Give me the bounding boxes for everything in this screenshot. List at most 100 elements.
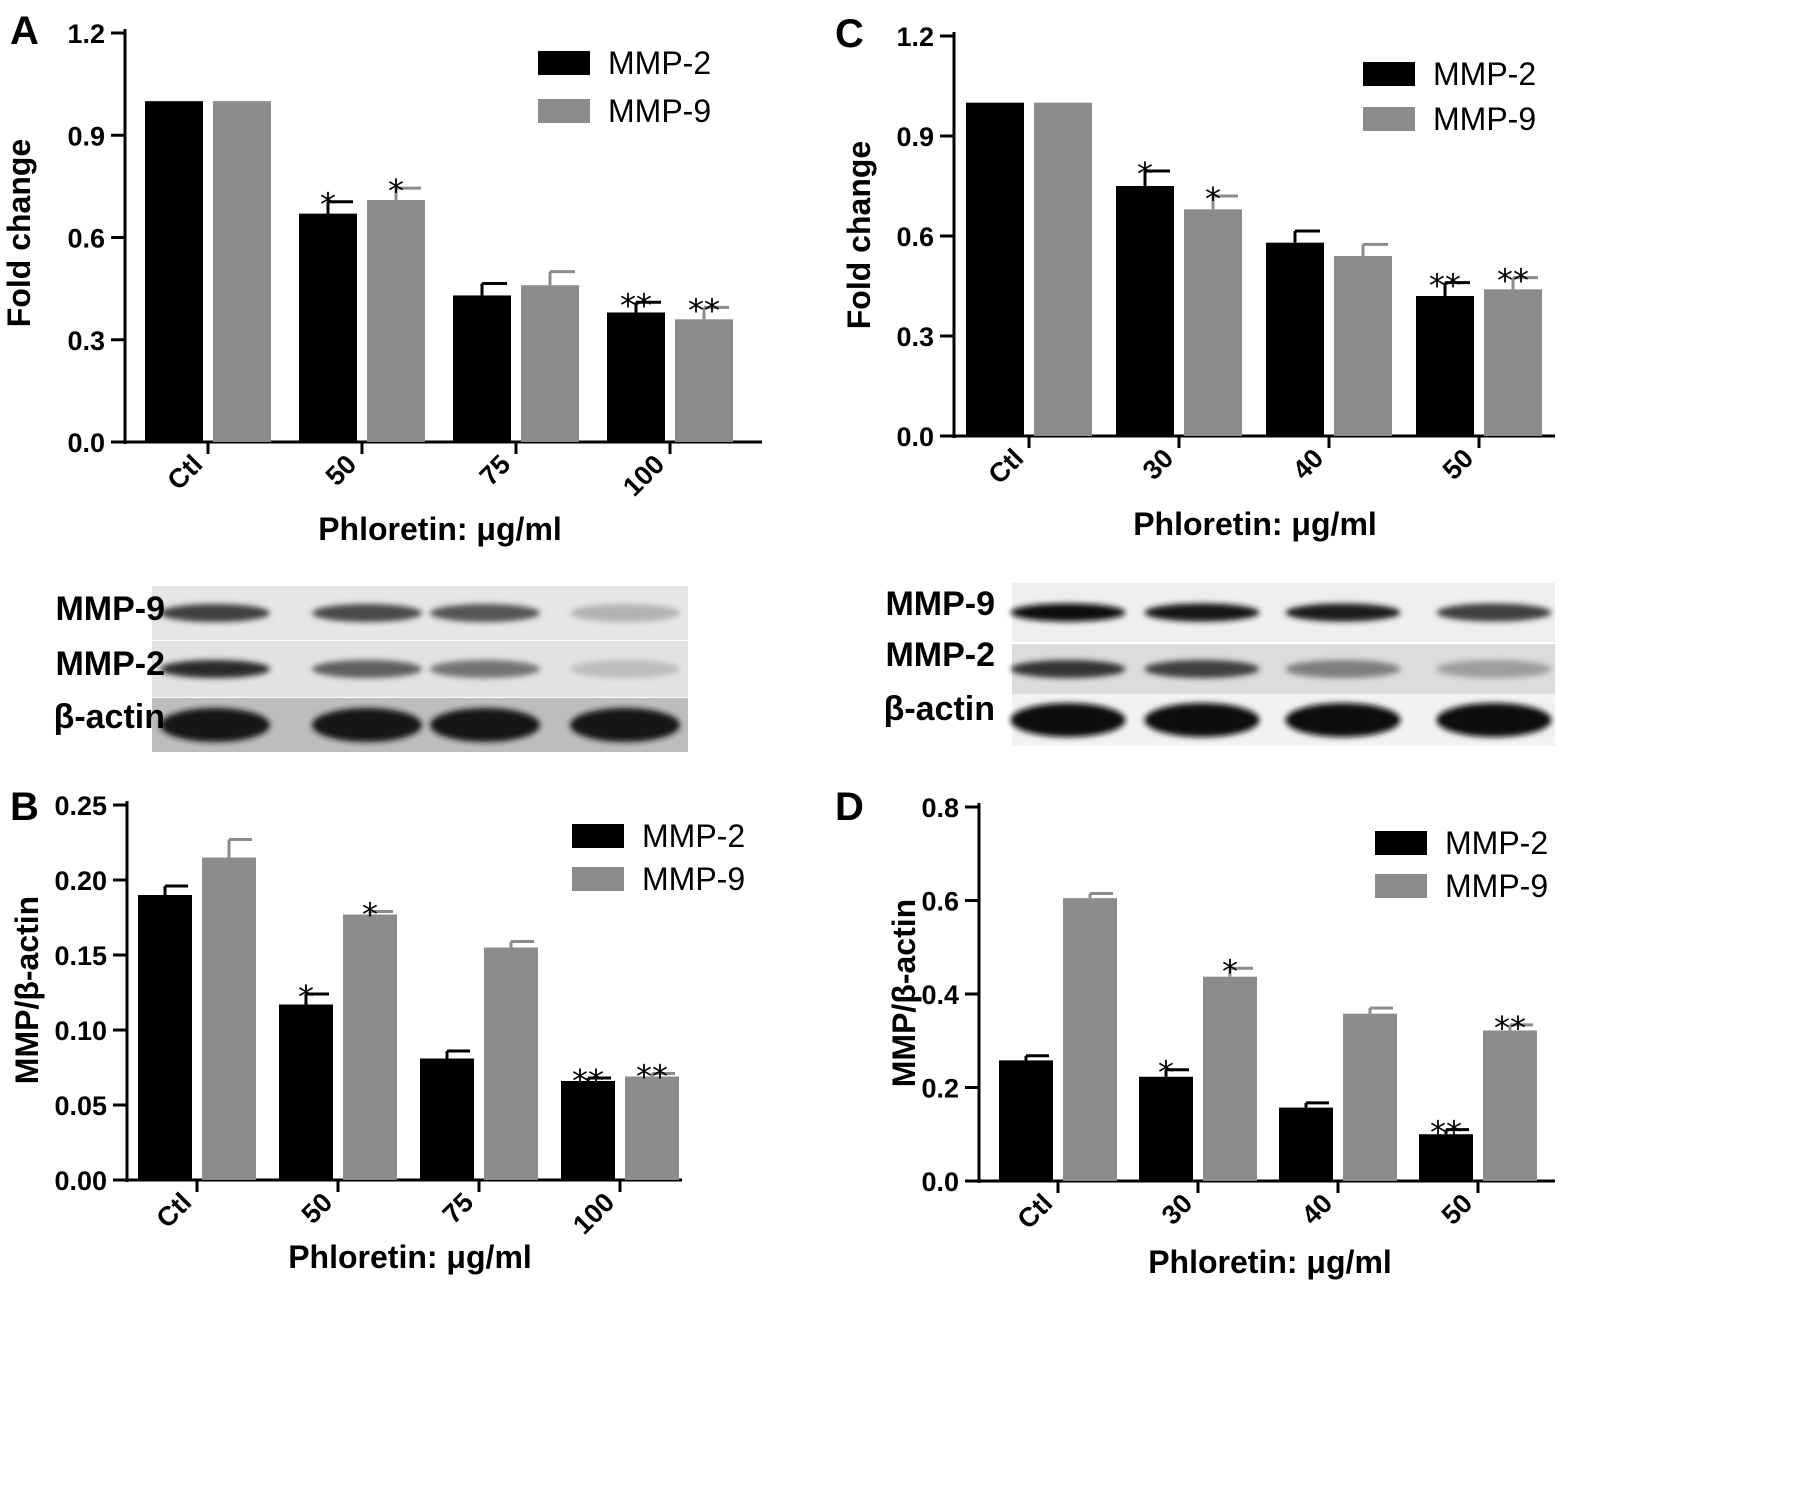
western-blot-a: MMP-9 MMP-2 β-actin [54, 586, 688, 752]
bar [145, 101, 203, 443]
blot-band [570, 660, 680, 678]
x-tick-label: 50 [320, 449, 362, 491]
bar [1266, 242, 1324, 436]
blot-row-label: β-actin [884, 690, 995, 728]
legend-swatch [1375, 874, 1427, 898]
x-axis-title: Phloretin: μg/ml [288, 1239, 532, 1275]
significance-label: * [388, 172, 404, 210]
y-axis-title: Fold change [841, 141, 877, 329]
y-tick-label: 0.25 [54, 791, 107, 821]
significance-label: * [320, 186, 336, 224]
blot-band [160, 708, 270, 742]
blot-row-label: MMP-2 [55, 645, 165, 683]
x-tick-label: Ctl [983, 443, 1030, 490]
y-tick-label: 0.3 [896, 322, 934, 352]
legend-label: MMP-2 [642, 818, 745, 854]
x-tick-label: 100 [567, 1187, 620, 1240]
y-tick-label: 1.2 [896, 22, 934, 52]
bar [1116, 186, 1174, 436]
x-axis-title: Phloretin: μg/ml [1148, 1244, 1392, 1280]
significance-label: ** [572, 1062, 604, 1100]
blot-band [1144, 660, 1260, 678]
bar [1483, 1030, 1537, 1181]
blot-band [1144, 703, 1260, 737]
y-tick-label: 0.6 [67, 224, 105, 254]
significance-label: ** [1494, 1009, 1526, 1047]
x-tick-label: 75 [474, 449, 516, 491]
western-blot-c: MMP-9 MMP-2 β-actin [884, 583, 1555, 746]
bar [420, 1058, 474, 1180]
y-tick-label: 0.4 [921, 980, 959, 1010]
panel-letter: B [10, 785, 39, 829]
panel-letter: A [10, 9, 39, 53]
x-tick-label: 50 [1437, 443, 1479, 485]
bar [607, 312, 665, 442]
significance-label: ** [1497, 262, 1529, 300]
bar [966, 102, 1024, 437]
x-tick-label: Ctl [151, 1187, 198, 1234]
blot-band [1285, 703, 1401, 737]
blot-row-label: MMP-9 [885, 585, 995, 623]
blot-band [1285, 603, 1401, 622]
bar [1419, 1134, 1473, 1181]
bar [1334, 256, 1392, 436]
x-tick-label: 100 [617, 449, 670, 502]
x-tick-label: 50 [296, 1187, 338, 1229]
significance-label: ** [620, 286, 652, 324]
bar [561, 1081, 615, 1180]
y-tick-label: 0.20 [54, 866, 107, 896]
y-tick-label: 0.05 [54, 1091, 107, 1121]
bar [521, 285, 579, 442]
y-axis-title: MMP/β-actin [9, 896, 45, 1084]
legend-swatch [1363, 107, 1415, 131]
y-tick-label: 0.0 [67, 428, 105, 458]
x-tick-label: 30 [1137, 443, 1179, 485]
x-tick-label: 40 [1296, 1188, 1338, 1230]
x-tick-label: 40 [1287, 443, 1329, 485]
blot-band [1010, 660, 1126, 678]
bar [1416, 296, 1474, 436]
bar [1184, 209, 1242, 436]
blot-band [1010, 703, 1126, 737]
blot-band [312, 708, 422, 742]
bar [202, 857, 256, 1180]
legend-label: MMP-9 [642, 861, 745, 897]
blot-band [430, 708, 540, 742]
x-tick-label: Ctl [1012, 1188, 1059, 1235]
x-tick-label: Ctl [162, 449, 209, 496]
blot-row-label: β-actin [54, 698, 165, 736]
blot-band [160, 660, 270, 678]
blot-band [1436, 703, 1552, 737]
blot-band [430, 604, 540, 622]
significance-label: ** [688, 291, 720, 329]
legend-swatch [572, 824, 624, 848]
bar [299, 213, 357, 442]
blot-band [570, 604, 680, 622]
blot-band [570, 708, 680, 742]
y-tick-label: 0.8 [921, 793, 959, 823]
significance-label: ** [636, 1058, 668, 1096]
x-tick-label: 50 [1436, 1188, 1478, 1230]
bar [1034, 102, 1092, 437]
legend-swatch [1363, 62, 1415, 86]
y-tick-label: 0.9 [67, 121, 105, 151]
bar [625, 1076, 679, 1180]
bar [1484, 289, 1542, 436]
blot-row-label: MMP-2 [885, 636, 995, 674]
legend-label: MMP-9 [608, 93, 711, 129]
y-axis-title: MMP/β-actin [886, 899, 922, 1087]
significance-label: * [1205, 180, 1221, 218]
x-tick-label: 30 [1156, 1188, 1198, 1230]
significance-label: * [1222, 952, 1238, 990]
legend-swatch [572, 867, 624, 891]
x-axis-title: Phloretin: μg/ml [1133, 506, 1377, 542]
significance-label: * [362, 896, 378, 934]
bar [1279, 1107, 1333, 1181]
y-tick-label: 0.3 [67, 326, 105, 356]
legend-label: MMP-2 [1445, 825, 1548, 861]
blot-band [312, 604, 422, 622]
y-tick-label: 0.00 [54, 1166, 107, 1196]
